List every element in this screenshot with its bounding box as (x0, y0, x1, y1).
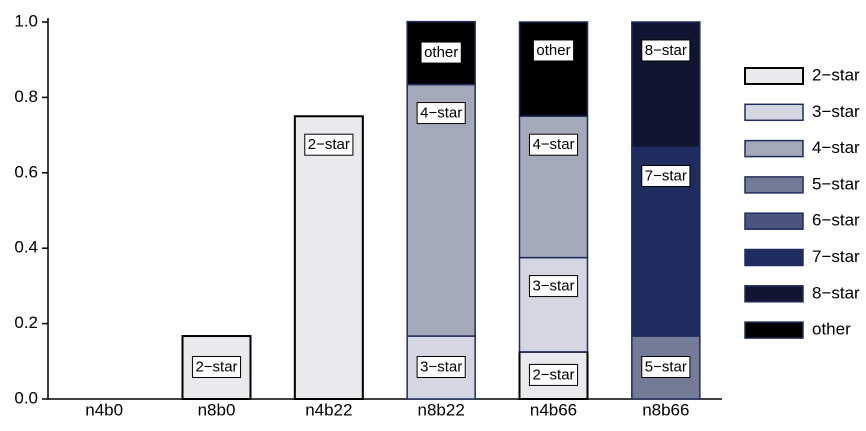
segment-label-box (416, 102, 466, 125)
legend-swatch (744, 67, 804, 85)
segment-label-box (304, 133, 354, 156)
segment-label-box (528, 133, 579, 156)
segment-label: other (536, 42, 570, 59)
y-tick-label: 0.0 (14, 388, 38, 407)
legend-label: 4−star (812, 138, 860, 157)
legend-label: other (812, 320, 851, 339)
segment-label: other (424, 44, 458, 61)
legend-label: 6−star (812, 211, 860, 230)
x-tick-label: n4b66 (530, 400, 577, 419)
y-tick-label: 0.4 (14, 238, 38, 257)
legend-swatch (744, 139, 804, 158)
segment-label: 2−star (308, 136, 350, 153)
legend-swatch (744, 321, 804, 339)
segment-label: 4−star (420, 105, 462, 122)
segment-label-box (528, 363, 579, 386)
segment-label: 3−star (420, 358, 462, 375)
segment-label-box (641, 165, 691, 188)
x-tick-label: n8b22 (418, 400, 465, 419)
segment-label: 3−star (532, 278, 574, 295)
y-tick-label: 1.0 (14, 11, 38, 30)
segment-label-box (532, 39, 575, 62)
segment-label: 4−star (532, 136, 574, 153)
y-tick-label: 0.2 (14, 313, 38, 332)
bar-segment (293, 115, 364, 400)
segment-label: 2−star (195, 358, 237, 375)
x-tick-label: n8b66 (642, 400, 689, 419)
segment-label-box (641, 39, 691, 62)
legend-label: 8−star (812, 283, 860, 302)
segment-label: 7−star (645, 168, 687, 185)
bar-segment (518, 21, 589, 117)
y-tick-label: 0.6 (14, 162, 38, 181)
legend-swatch (744, 103, 804, 122)
bar-segment (406, 83, 476, 337)
y-tick-label: 0.8 (14, 87, 38, 106)
legend-label: 5−star (812, 174, 860, 193)
legend-swatch (744, 248, 804, 267)
legend-label: 2−star (812, 65, 860, 84)
x-tick-label: n4b0 (85, 400, 123, 419)
legend-swatch (744, 285, 804, 303)
segment-label-box (416, 355, 466, 378)
segment-label-box (420, 41, 462, 64)
segment-label: 5−star (645, 358, 687, 375)
segment-label: 2−star (532, 366, 574, 383)
x-tick-label: n4b22 (305, 400, 352, 419)
legend-swatch (744, 212, 804, 230)
x-tick-label: n8b0 (198, 400, 236, 419)
segment-label-box (528, 275, 579, 298)
segment-label-box (191, 355, 242, 378)
bar-segment (518, 256, 589, 353)
segment-label: 8−star (645, 42, 687, 59)
legend-label: 3−star (812, 102, 860, 121)
legend-label: 7−star (812, 247, 860, 266)
legend-swatch (744, 176, 804, 194)
segment-label-box (641, 355, 691, 378)
